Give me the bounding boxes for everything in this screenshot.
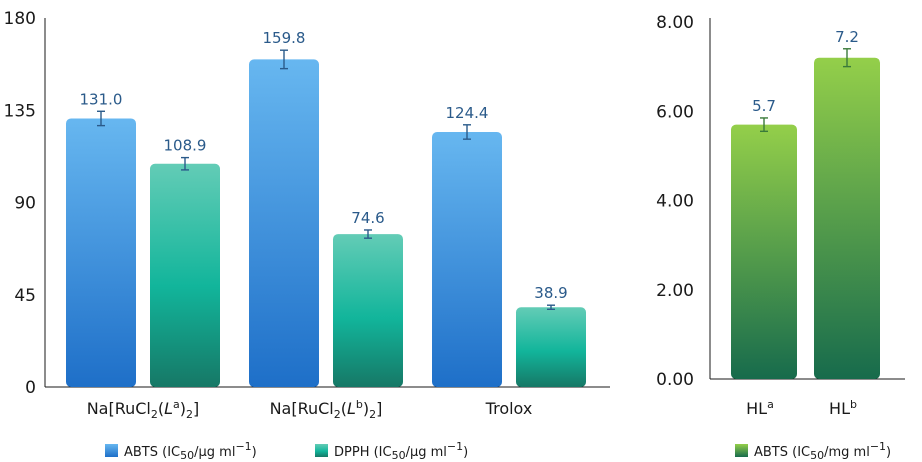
right-y-tick-label: 4.00 <box>656 192 694 212</box>
abts-mg-bar <box>814 57 880 379</box>
category-label: HLa <box>746 398 774 418</box>
legend-dpph-label: DPPH (IC50/µg ml−1) <box>334 440 468 462</box>
legend-abts-mg-label: ABTS (IC50/mg ml−1) <box>754 440 891 462</box>
category-label: Trolox <box>485 399 533 418</box>
legend-abts-mg-swatch <box>735 444 748 457</box>
data-label: 108.9 <box>164 137 207 155</box>
data-label: 159.8 <box>263 29 306 47</box>
legend-dpph-swatch <box>315 444 328 457</box>
left-y-tick-label: 180 <box>4 9 36 29</box>
right-y-tick-label: 2.00 <box>656 281 694 301</box>
right-y-tick-label: 6.00 <box>656 102 694 122</box>
right-y-tick-label: 0.00 <box>656 370 694 390</box>
left-y-tick-label: 0 <box>25 378 36 398</box>
category-label: Na[RuCl2(La)2] <box>87 398 200 421</box>
left-y-tick-label: 90 <box>14 194 36 214</box>
abts-mg-bar <box>731 124 797 379</box>
dpph-bar <box>150 163 220 387</box>
abts-bar <box>66 118 136 387</box>
data-label: 7.2 <box>835 28 859 46</box>
right-y-tick-label: 8.00 <box>656 13 694 33</box>
data-label: 5.7 <box>752 97 776 115</box>
left-y-tick-label: 135 <box>4 101 36 121</box>
legend-abts-label: ABTS (IC50/µg ml−1) <box>124 440 257 462</box>
abts-bar <box>432 131 502 387</box>
data-label: 38.9 <box>534 284 567 302</box>
legend-abts-mg: ABTS (IC50/mg ml−1) <box>735 440 891 462</box>
legend-dpph: DPPH (IC50/µg ml−1) <box>315 440 468 462</box>
category-label: HLb <box>829 398 857 418</box>
left-y-tick-label: 45 <box>14 286 36 306</box>
category-label: Na[RuCl2(Lb)2] <box>270 398 383 421</box>
legend-abts-swatch <box>105 444 118 457</box>
dpph-bar <box>333 234 403 387</box>
legend-abts: ABTS (IC50/µg ml−1) <box>105 440 257 462</box>
abts-bar <box>249 59 319 387</box>
dpph-bar <box>516 307 586 387</box>
data-label: 131.0 <box>80 90 123 108</box>
data-label: 124.4 <box>446 104 489 122</box>
data-label: 74.6 <box>351 209 384 227</box>
